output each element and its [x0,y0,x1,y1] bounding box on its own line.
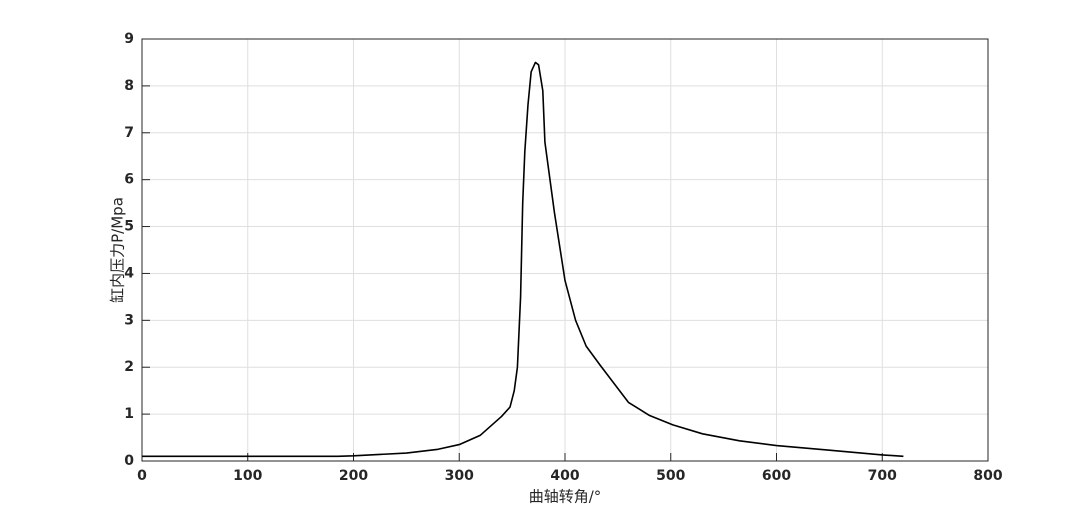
x-axis-title: 曲轴转角/° [529,488,602,506]
x-tick-label: 0 [137,468,147,484]
x-tick-label: 700 [868,468,897,484]
y-tick-label: 5 [124,219,134,235]
x-tick-label: 500 [656,468,685,484]
plot-frame [141,38,989,462]
x-tick-label: 200 [339,468,368,484]
y-tick-label: 6 [124,172,134,188]
y-tick-label: 0 [124,453,134,469]
y-axis-title: 缸内压力P/Mpa [109,197,127,303]
x-tick-label: 800 [973,468,1002,484]
x-tick-label: 400 [550,468,579,484]
y-tick-label: 9 [124,31,134,47]
x-tick-label: 100 [233,468,262,484]
line-series [142,61,904,458]
y-tick-label: 4 [124,265,134,281]
y-tick-label: 2 [124,359,134,375]
y-tick-label: 1 [124,406,134,422]
y-tick-label: 8 [124,78,134,94]
x-tick-label: 300 [445,468,474,484]
y-tick-label: 3 [124,312,134,328]
x-tick-label: 600 [762,468,791,484]
y-tick-label: 7 [124,125,134,141]
